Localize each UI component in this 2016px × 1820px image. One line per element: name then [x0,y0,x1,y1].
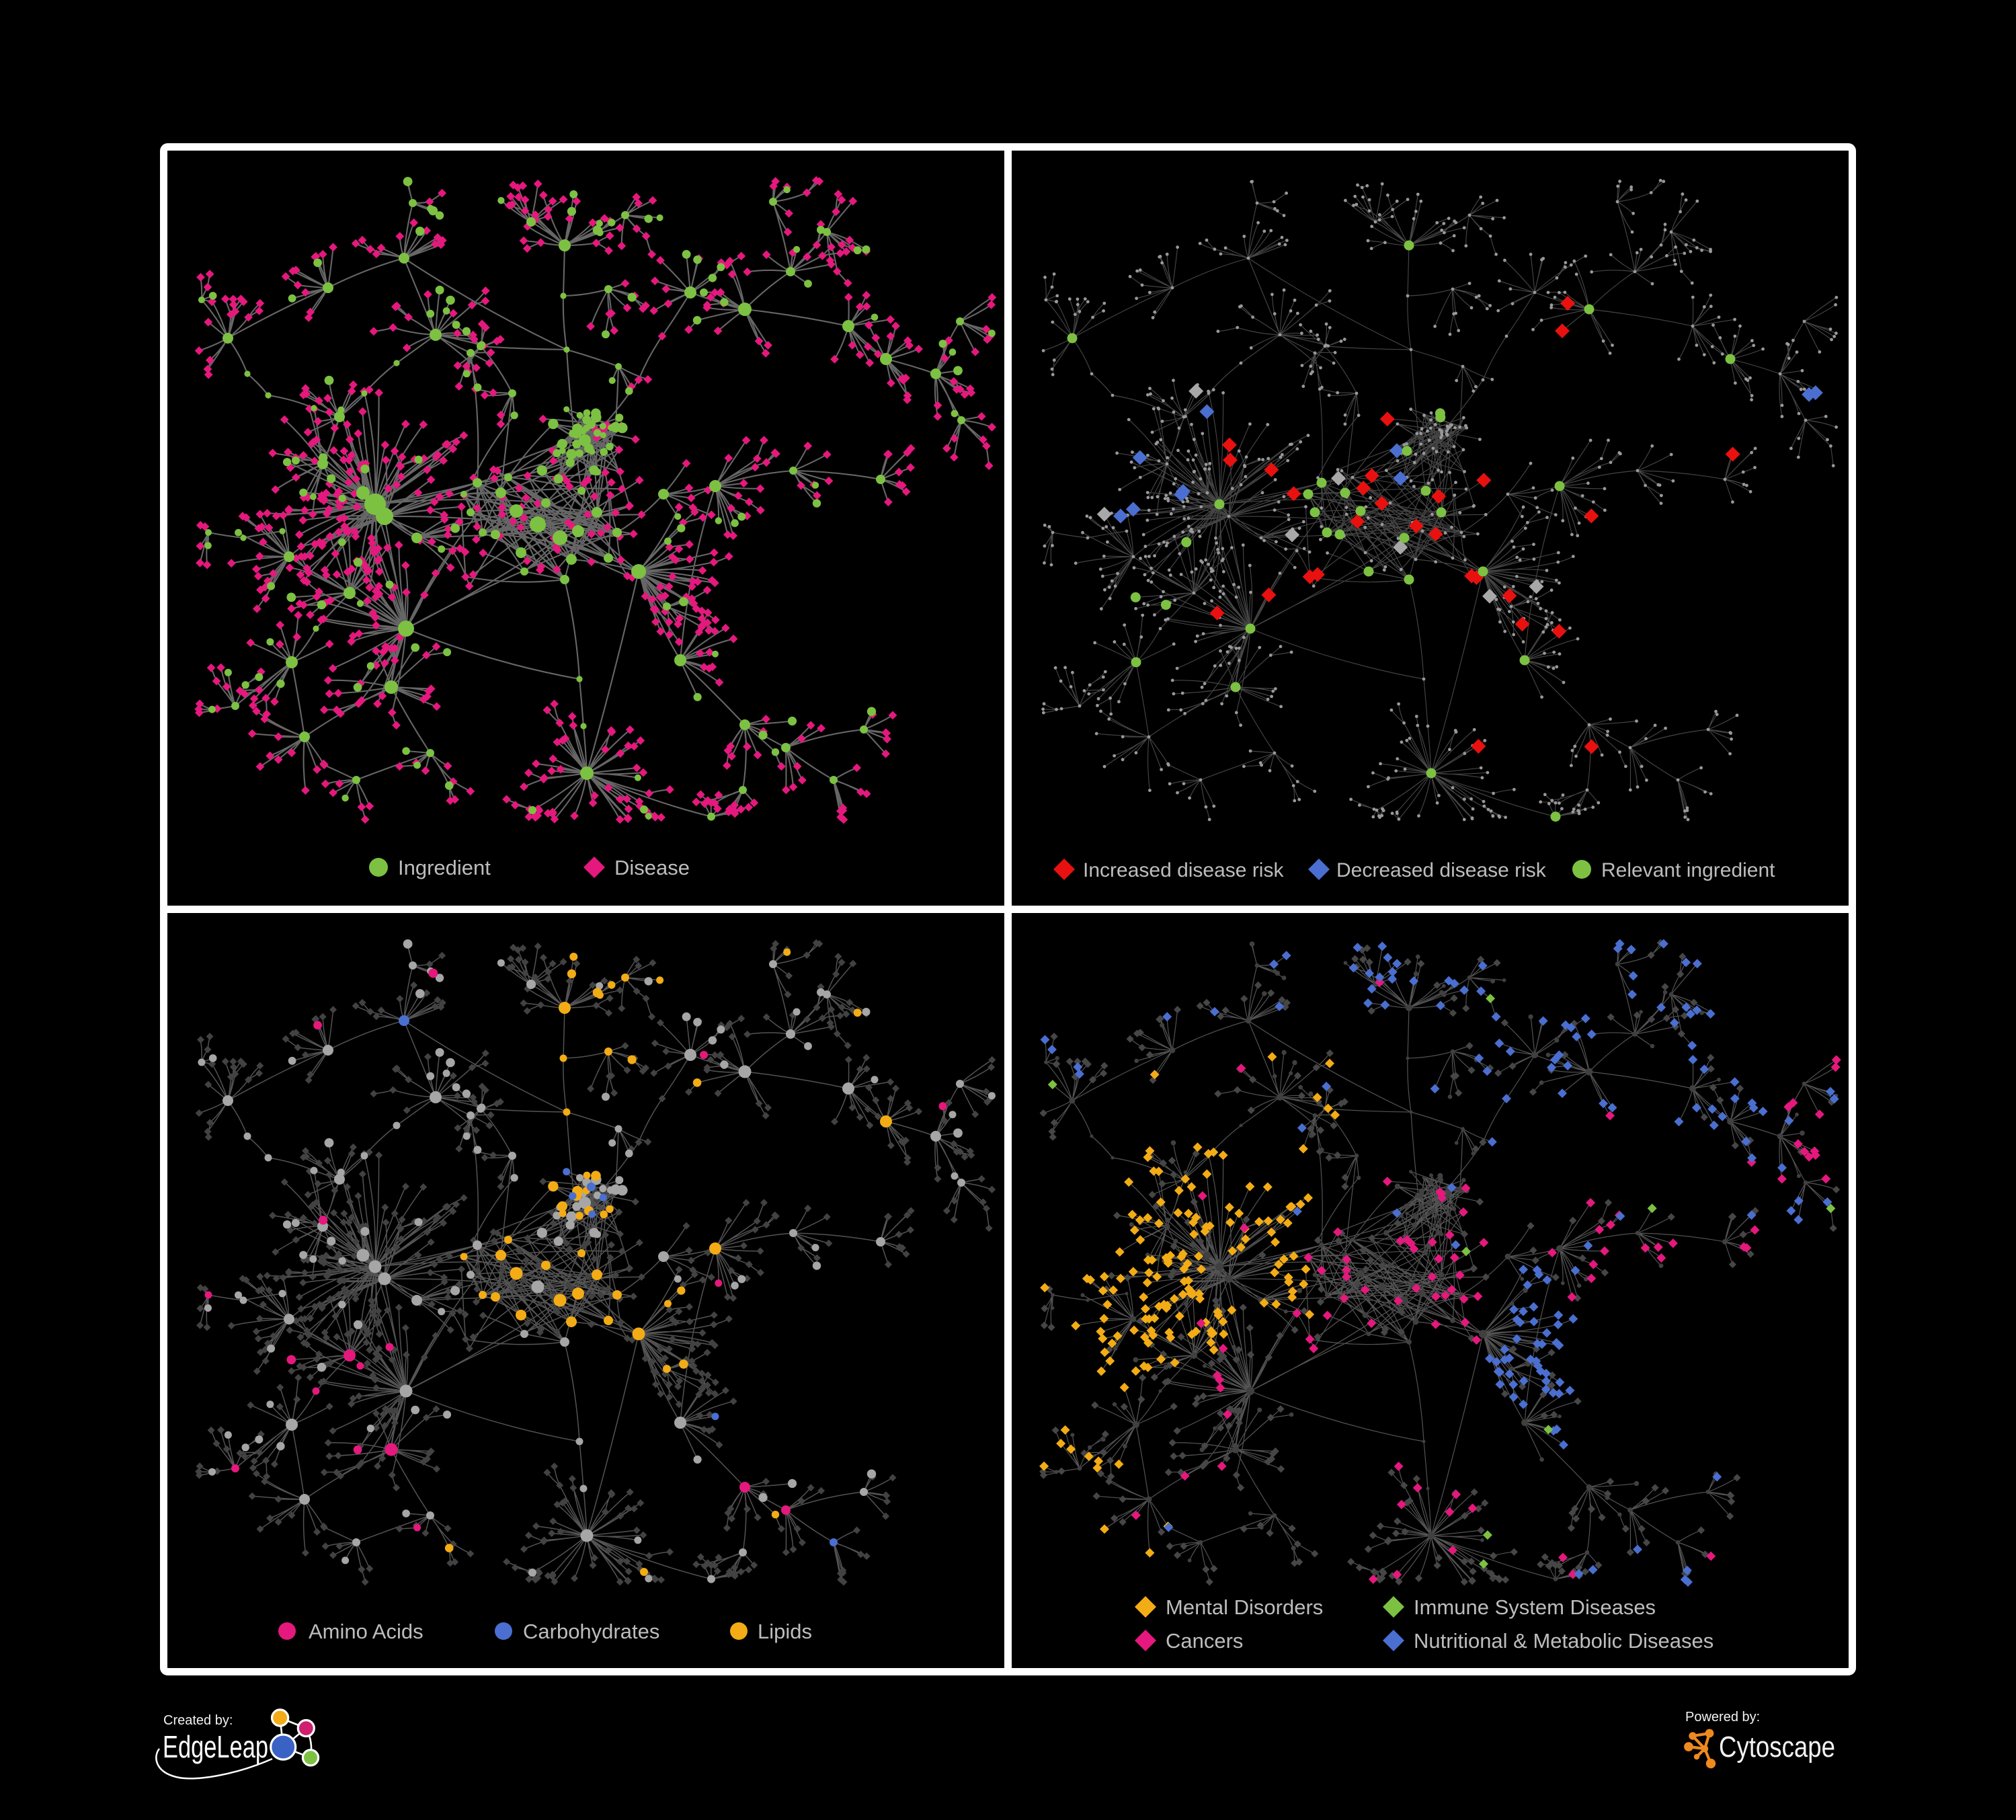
svg-text:Relevant ingredient: Relevant ingredient [1601,859,1775,881]
svg-text:Lipids: Lipids [758,1620,812,1643]
svg-text:Cancers: Cancers [1166,1629,1243,1653]
svg-text:Created by:: Created by: [163,1713,233,1728]
svg-text:Disease: Disease [614,856,690,879]
svg-text:Immune System Diseases: Immune System Diseases [1414,1595,1656,1619]
svg-text:EdgeLeap: EdgeLeap [163,1729,268,1764]
svg-text:Carbohydrates: Carbohydrates [523,1620,659,1643]
svg-text:Ingredient: Ingredient [398,856,491,879]
svg-text:Decreased disease risk: Decreased disease risk [1336,859,1547,881]
svg-text:Cytoscape: Cytoscape [1719,1731,1835,1764]
svg-text:Amino Acids: Amino Acids [309,1620,424,1643]
svg-text:Increased disease risk: Increased disease risk [1083,859,1284,881]
svg-text:Mental Disorders: Mental Disorders [1166,1595,1323,1619]
svg-text:Nutritional & Metabolic Diseas: Nutritional & Metabolic Diseases [1414,1629,1713,1653]
svg-text:Powered by:: Powered by: [1685,1710,1760,1725]
